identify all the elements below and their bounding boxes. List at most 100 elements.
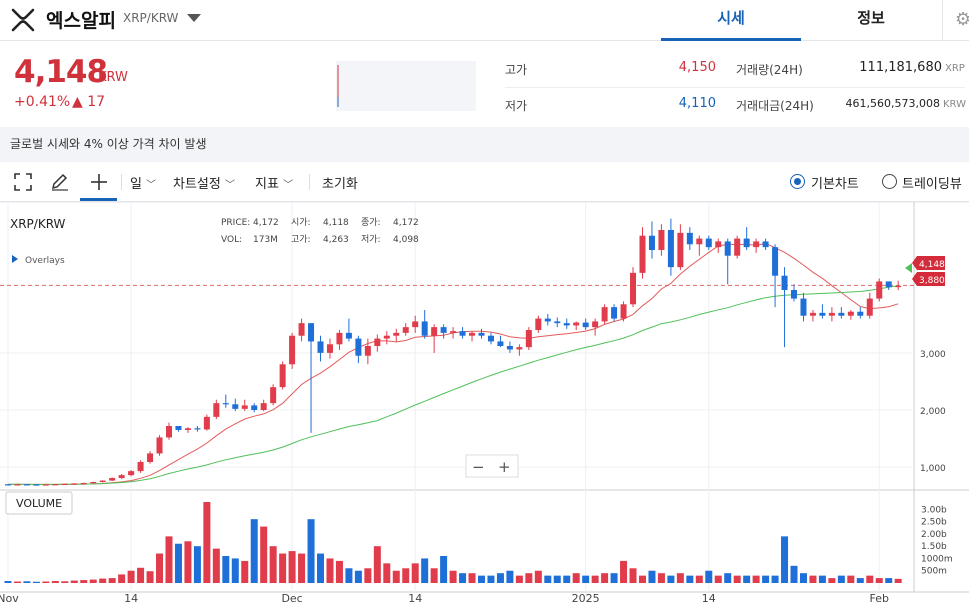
- volume-tick-label: 1000m: [921, 554, 953, 564]
- reset-button[interactable]: 초기화: [322, 177, 358, 192]
- tradingview-radio[interactable]: [882, 174, 897, 189]
- volume-bar: [468, 573, 476, 583]
- volume-bar: [847, 575, 855, 583]
- candle-body: [345, 332, 352, 339]
- basic-chart-radio[interactable]: [790, 174, 805, 189]
- x-tick-label: 14: [702, 592, 716, 605]
- volume-bar: [686, 575, 694, 583]
- candle-body: [42, 484, 49, 486]
- low-label: 저가: [505, 99, 528, 113]
- volume-bar: [250, 519, 258, 583]
- low-value: 4,110: [678, 96, 716, 111]
- last-price-tag-text: 4,148: [919, 260, 945, 270]
- volume-bar: [667, 575, 675, 583]
- coin-pair[interactable]: XRP/KRW: [123, 11, 179, 25]
- volume-tick-label: 2.50b: [921, 518, 947, 528]
- candle-body: [251, 405, 258, 410]
- volume-bar: [89, 579, 97, 583]
- candle-body: [573, 322, 580, 326]
- legend-price-label: PRICE:: [221, 218, 250, 228]
- volume-bar: [4, 581, 12, 583]
- tab-quote[interactable]: 시세: [661, 0, 801, 41]
- volume-bar: [307, 519, 315, 583]
- volume-bar: [563, 575, 571, 583]
- candle-body: [866, 298, 873, 316]
- tradingview-label[interactable]: 트레이딩뷰: [902, 177, 962, 192]
- indicators-select[interactable]: 지표 ﹀: [255, 173, 293, 192]
- gear-icon[interactable]: ⚙: [955, 9, 969, 30]
- chevron-down-icon[interactable]: [187, 14, 201, 22]
- candle-body: [809, 312, 816, 316]
- candle-body: [620, 304, 627, 319]
- candle-body: [71, 483, 78, 485]
- chart-settings-select[interactable]: 차트설정 ﹀: [173, 173, 235, 192]
- volume-bar: [127, 570, 135, 583]
- zoom-out-button[interactable]: −: [472, 458, 485, 476]
- interval-select[interactable]: 일 ﹀: [130, 173, 156, 192]
- volume-bar: [354, 570, 362, 583]
- price-gap-notice: 글로벌 시세와 4% 이상 가격 차이 발생: [0, 127, 969, 162]
- tab-info[interactable]: 정보: [857, 9, 885, 27]
- coin-name[interactable]: 엑스알피: [46, 10, 116, 32]
- candle-body: [592, 321, 599, 328]
- volume-bar: [70, 580, 78, 583]
- candle-body: [241, 405, 248, 409]
- volume-bar: [525, 573, 533, 583]
- fullscreen-icon[interactable]: [14, 173, 32, 191]
- candle-body: [753, 241, 760, 248]
- candle-body: [393, 332, 400, 336]
- play-icon[interactable]: [12, 255, 18, 263]
- volume-label: 거래량(24H): [736, 63, 803, 77]
- volume-bar: [430, 568, 438, 583]
- candle-body: [525, 330, 532, 348]
- candle-body: [677, 232, 684, 268]
- candle-body: [459, 331, 466, 336]
- chart-toolbar: 일 ﹀ 차트설정 ﹀ 지표 ﹀ 초기화 기본차트 트레이딩뷰: [0, 162, 969, 202]
- price-chart-svg[interactable]: 3,000 2,000 1,000 3.00b 2.50b 2.00b 1.50b 1000m…: [0, 201, 969, 607]
- volume-bar: [279, 553, 287, 583]
- candle-body: [402, 327, 409, 333]
- candle-body: [431, 327, 438, 336]
- volume-bar: [421, 558, 429, 583]
- chart-settings-label: 차트설정: [173, 177, 221, 192]
- volume-bar: [601, 573, 609, 583]
- legend-low: 4,098: [393, 235, 419, 245]
- divider: [505, 87, 965, 88]
- turnover-value: 461,560,573,008: [845, 97, 940, 110]
- x-tick-label: Dec: [281, 592, 302, 605]
- volume-bar: [676, 573, 684, 583]
- price-chart[interactable]: 3,000 2,000 1,000 3.00b 2.50b 2.00b 1.50b 1000m…: [0, 201, 969, 607]
- volume-value: 111,181,680: [859, 60, 942, 75]
- overlays-toggle[interactable]: Overlays: [25, 256, 65, 266]
- candle-body: [137, 462, 144, 472]
- price-summary: 4,148 KRW +0.41% ▲ 17 고가 4,150 저가 4,110 …: [0, 41, 969, 127]
- divider: [309, 174, 310, 190]
- crosshair-icon[interactable]: [89, 172, 109, 192]
- volume-bar: [771, 575, 779, 583]
- volume-bar: [42, 581, 50, 583]
- candle-body: [203, 416, 210, 430]
- volume-bar: [449, 570, 457, 583]
- candle-body: [355, 338, 362, 356]
- zoom-in-button[interactable]: +: [498, 458, 511, 476]
- volume-bar: [752, 575, 760, 583]
- volume-bar: [620, 560, 628, 583]
- candle-body: [469, 332, 476, 336]
- volume-bar: [440, 556, 448, 583]
- candle-body: [734, 238, 741, 256]
- candle-body: [686, 232, 693, 245]
- indicators-label: 지표: [255, 177, 279, 192]
- candle-body: [478, 332, 485, 336]
- candle-body: [80, 483, 87, 485]
- volume-bar: [146, 571, 154, 583]
- candle-body: [279, 364, 286, 388]
- basic-chart-label[interactable]: 기본차트: [811, 177, 859, 192]
- candle-body: [819, 312, 826, 316]
- active-tool-indicator: [80, 198, 117, 201]
- turnover-unit: KRW: [943, 99, 966, 110]
- candle-body: [800, 298, 807, 316]
- candle-body: [147, 453, 154, 462]
- volume-bar: [288, 551, 296, 583]
- pencil-icon[interactable]: [50, 172, 70, 192]
- volume-bar: [534, 570, 542, 583]
